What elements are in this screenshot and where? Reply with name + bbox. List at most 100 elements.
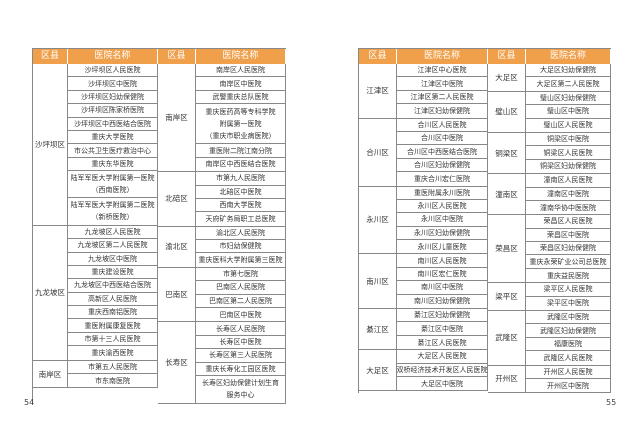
hospital-cell: 开州区人民医院 xyxy=(526,366,610,379)
district-cell: 南川区 xyxy=(359,254,397,309)
district-group: 九龙坡区 九龙坡区人民医院 九龙坡区第二人民医院 九龙坡区中医院 重庆建设医院 九龙坡区中… xyxy=(33,225,158,361)
hospital-cell: 重医附属康复医院 xyxy=(68,319,157,333)
hospital-name-line: 綦江区人民医院 xyxy=(417,338,467,347)
hospital-name-line: 綦江区中医院 xyxy=(421,324,463,333)
hospital-cell: 大足区妇幼保健院 xyxy=(526,64,610,78)
hospital-name-line: 潼南区人民医院 xyxy=(543,176,593,185)
hospital-cell: 巴南区中医院 xyxy=(196,308,285,321)
hospital-cell: 沙坪坝区妇幼保健院 xyxy=(68,91,157,105)
district-cell: 綦江区 xyxy=(359,309,397,350)
header-cell: 区县 xyxy=(488,49,526,64)
hospital-list: 江津区中心医院 江津区中医院 江津区第二人民医院 江津区妇幼保健院 xyxy=(397,64,488,118)
hospital-cell: 渝北区人民医院 xyxy=(196,227,285,241)
hospital-cell: 北碚区中医院 xyxy=(196,186,285,199)
hospital-cell: 永川区妇幼保健院 xyxy=(397,227,487,241)
hospital-cell: 沙坪坝区人民医院 xyxy=(68,64,157,78)
hospital-cell: 潼南区中医院 xyxy=(526,188,610,201)
hospital-list: 南川区人民医院 南川区宏仁医院 南川区中医院 南川区妇幼保健院 xyxy=(397,254,488,309)
hospital-name-line: 大足区中医院 xyxy=(421,379,463,388)
hospital-cell: 合川区妇幼保健院 xyxy=(397,159,487,173)
hospital-list: 市第五人民医院 市东南医院 xyxy=(68,360,158,388)
district-group: 永川区 重医附属永川医院 永川区人民医院 永川区中医院 永川区妇幼保健院 永川区儿童医院 xyxy=(359,186,488,255)
hospital-name-line: 潼南区中医院 xyxy=(547,189,589,198)
hospital-cell: 长寿区妇幼保健计划生育 服务中心 xyxy=(196,376,285,403)
page-number: 54 xyxy=(24,398,35,407)
hospital-cell: 天府矿务局职工总医院 xyxy=(196,212,285,225)
hospital-list: 重医附属永川医院 永川区人民医院 永川区中医院 永川区妇幼保健院 永川区儿童医院 xyxy=(397,186,488,254)
hospital-name-line: 北碚区中医院 xyxy=(219,187,262,196)
hospital-name-line: 武隆区妇幼保健院 xyxy=(540,326,596,335)
hospital-cell: 綦江区中医院 xyxy=(397,322,487,336)
header-cell: 医院名称 xyxy=(397,49,488,64)
hospital-cell: 重庆建设医院 xyxy=(68,266,157,280)
hospital-cell: 江津区中医院 xyxy=(397,77,487,91)
hospital-cell: 铜梁区人民医院 xyxy=(526,146,610,160)
hospital-cell: 梁平区人民医院 xyxy=(526,283,610,297)
hospital-name-line: 大足区人民医院 xyxy=(417,352,467,361)
hospital-name-line: 璧山区人民医院 xyxy=(543,121,593,130)
hospital-cell: 武隆区妇幼保健院 xyxy=(526,324,610,338)
hospital-name-line: 大足区第二人民医院 xyxy=(536,80,600,89)
hospital-name-line: 开州区人民医院 xyxy=(543,367,593,376)
hospital-list: 梁平区人民医院梁平区中医院 xyxy=(526,283,611,311)
district-cell: 合川区 xyxy=(359,118,397,186)
district-group: 合川区 合川区人民医院 合川区中医院 合川区中西医结合医院 合川区妇幼保健院 重庆合川宏仁… xyxy=(359,118,488,187)
hospital-cell: 九龙坡区中医院 xyxy=(68,253,157,266)
hospital-name-line: 铜梁区人民医院 xyxy=(543,148,593,157)
hospital-list: 璧山区妇幼保健院 璧山区中医院 璧山区人民医院 xyxy=(526,91,611,132)
hospital-list: 铜梁区中医院 铜梁区人民医院 铜梁区妇幼保健院 xyxy=(526,132,611,174)
hospital-name-line: 江津区中心医院 xyxy=(417,66,467,75)
hospital-name-line: 荣昌区妇幼保健院 xyxy=(540,244,596,253)
hospital-cell: 铜梁区中医院 xyxy=(526,133,610,147)
hospital-cell: 武警重庆总队医院 xyxy=(196,91,285,105)
district-cell: 南岸区 xyxy=(33,360,68,388)
district-cell: 北碚区 xyxy=(158,172,196,226)
hospital-name-line: 永川区儿童医院 xyxy=(417,242,467,251)
hospital-name-line: 双桥经济技术开发区人民医院 xyxy=(397,365,487,374)
hospital-cell: 市公共卫生医疗救治中心 xyxy=(68,144,157,158)
hospital-name-line: 梁平区中医院 xyxy=(547,299,589,308)
hospital-name-line: 重庆医科大学附属第三医院 xyxy=(198,256,283,265)
hospital-name-line: 九龙坡区人民医院 xyxy=(84,227,141,236)
hospital-name-line: 长寿区第三人民医院 xyxy=(209,351,272,360)
hospital-name-line: 西南大学医院 xyxy=(219,201,262,210)
hospital-list: 大足区妇幼保健院大足区第二人民医院 xyxy=(526,64,611,91)
district-cell: 潼南区 xyxy=(488,174,526,215)
district-cell: 长寿区 xyxy=(158,322,196,403)
hospital-name-line: 重医附二院江南分院 xyxy=(209,146,272,155)
hospital-list: 渝北区人民医院 市妇幼保健院 重庆医科大学附属第三医院 xyxy=(196,226,286,267)
hospital-cell: 巴南区第二人民医院 xyxy=(196,295,285,309)
hospital-cell: 合川区中西医结合医院 xyxy=(397,145,487,159)
hospital-cell: 荣昌区妇幼保健院 xyxy=(526,242,610,256)
table-body: 江津区 江津区中心医院 江津区中医院 江津区第二人民医院 江津区妇幼保健院 合川区 合川区人… xyxy=(359,64,611,394)
hospital-name-line: 重庆长寿化工园区医院 xyxy=(205,364,276,373)
district-group: 开州区 开州区人民医院 开州区中医院 xyxy=(488,365,611,394)
hospital-list: 开州区人民医院 开州区中医院 xyxy=(526,365,611,393)
hospital-cell: 重庆医药高等专科学院 附属第一医院 （重庆市职业病医院） xyxy=(196,104,285,145)
district-group: 潼南区 潼南区人民医院 潼南区中医院 潼南华协中医医院 xyxy=(488,174,611,216)
hospital-name-line: 九龙坡区中西医结合医院 xyxy=(74,281,151,290)
hospital-cell: 重医附属永川医院 xyxy=(397,187,487,200)
hospital-name-line: 铜梁区中医院 xyxy=(547,135,589,144)
hospital-name-line: 沙坪坝区陈家桥医院 xyxy=(81,106,144,115)
hospital-name-line: 南岸区中西医结合医院 xyxy=(205,160,276,169)
header-cell: 医院名称 xyxy=(526,49,611,64)
header-cell: 区县 xyxy=(33,49,68,64)
hospital-cell: 南川区中医院 xyxy=(397,281,487,295)
hospital-name-line: 江津区妇幼保健院 xyxy=(414,106,470,115)
hospital-list: 大足区人民医院双桥经济技术开发区人民医院 大足区中医院 xyxy=(397,350,488,391)
district-cell: 梁平区 xyxy=(488,283,526,311)
header-cell: 医院名称 xyxy=(196,49,286,64)
hospital-list: 潼南区人民医院 潼南区中医院 潼南华协中医医院 xyxy=(526,174,611,215)
hospital-name-line: 开州区中医院 xyxy=(547,381,589,390)
hospital-name-line: 綦江区妇幼保健院 xyxy=(414,311,470,320)
hospital-name-line: 重庆渝西医院 xyxy=(91,348,134,357)
hospital-cell: 长寿区中医院 xyxy=(196,336,285,350)
hospital-cell: 重庆医科大学附属第三医院 xyxy=(196,253,285,266)
hospital-cell: 市第五人民医院 xyxy=(68,361,157,375)
hospital-name-line: 荣昌区中医院 xyxy=(547,230,589,239)
hospital-cell: 大足区中医院 xyxy=(397,377,487,390)
hospital-list: 綦江区妇幼保健院 綦江区中医院 綦江区人民医院 xyxy=(397,309,488,350)
hospital-name-line: 璧山区中医院 xyxy=(547,107,589,116)
hospital-name-line: 渝北区人民医院 xyxy=(216,228,265,237)
